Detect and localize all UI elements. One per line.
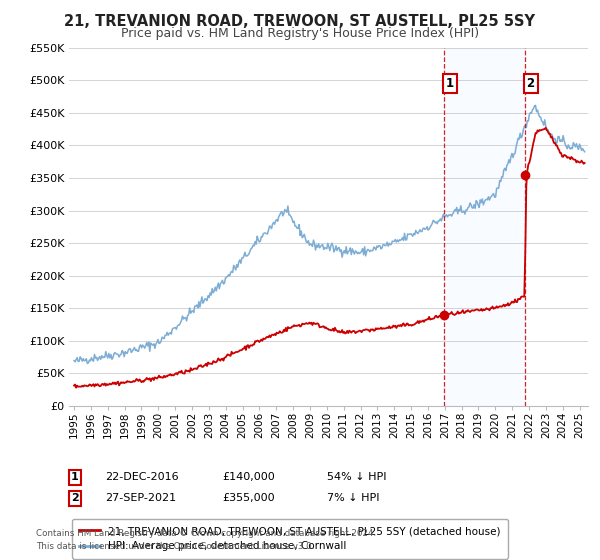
Text: 54% ↓ HPI: 54% ↓ HPI	[327, 472, 386, 482]
Text: Contains HM Land Registry data © Crown copyright and database right 2024.: Contains HM Land Registry data © Crown c…	[36, 530, 376, 539]
Text: 27-SEP-2021: 27-SEP-2021	[105, 493, 176, 503]
Text: £355,000: £355,000	[222, 493, 275, 503]
Text: 1: 1	[446, 77, 454, 90]
Text: Price paid vs. HM Land Registry's House Price Index (HPI): Price paid vs. HM Land Registry's House …	[121, 27, 479, 40]
Legend: 21, TREVANION ROAD, TREWOON, ST AUSTELL, PL25 5SY (detached house), HPI: Average: 21, TREVANION ROAD, TREWOON, ST AUSTELL,…	[71, 519, 508, 558]
Text: 1: 1	[71, 472, 79, 482]
Text: 7% ↓ HPI: 7% ↓ HPI	[327, 493, 380, 503]
Bar	[444, 48, 524, 406]
Text: 22-DEC-2016: 22-DEC-2016	[105, 472, 179, 482]
Text: This data is licensed under the Open Government Licence v3.0.: This data is licensed under the Open Gov…	[36, 542, 314, 551]
Text: 21, TREVANION ROAD, TREWOON, ST AUSTELL, PL25 5SY: 21, TREVANION ROAD, TREWOON, ST AUSTELL,…	[65, 14, 536, 29]
Text: 2: 2	[71, 493, 79, 503]
Text: £140,000: £140,000	[222, 472, 275, 482]
Text: 2: 2	[526, 77, 535, 90]
